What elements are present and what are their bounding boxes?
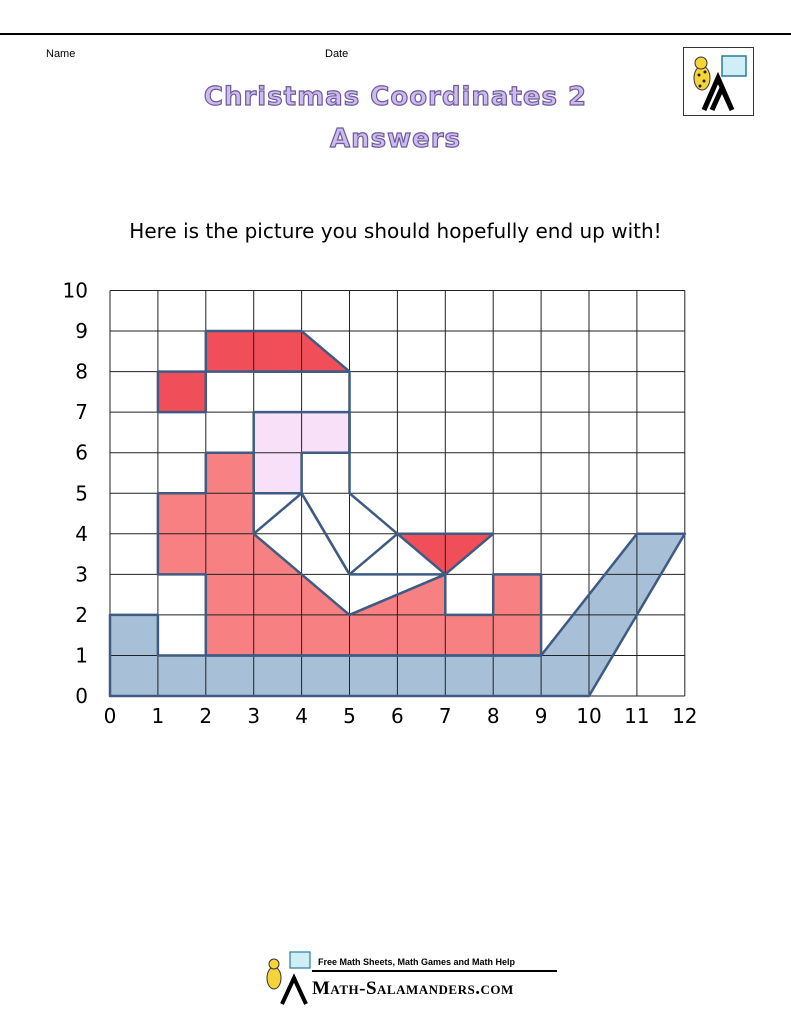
x-tick-label: 3 <box>247 704 260 728</box>
footer-brand: Math-Salamanders.com <box>312 978 514 999</box>
x-tick-label: 7 <box>439 704 452 728</box>
x-tick-label: 4 <box>295 704 308 728</box>
footer-rule <box>312 970 557 972</box>
santa-hat-fill <box>205 331 350 372</box>
date-label: Date <box>325 48 349 60</box>
x-tick-label: 0 <box>104 704 117 728</box>
y-tick-label: 5 <box>75 481 88 505</box>
x-tick-label: 10 <box>576 704 601 728</box>
hat-bobble-fill <box>157 371 206 413</box>
santa-body-outline <box>156 451 543 657</box>
worksheet-title: Christmas Coordinates 2 <box>203 81 588 112</box>
arm-outline-outline <box>252 492 447 617</box>
y-tick-label: 8 <box>75 360 88 384</box>
y-tick-label: 9 <box>75 319 88 343</box>
x-tick-label: 6 <box>391 704 404 728</box>
y-tick-label: 7 <box>75 400 88 424</box>
y-tick-label: 1 <box>75 643 88 667</box>
y-tick-label: 3 <box>75 562 88 586</box>
x-tick-label: 9 <box>535 704 548 728</box>
x-tick-label: 2 <box>199 704 212 728</box>
instruction-text: Here is the picture you should hopefully… <box>129 219 662 243</box>
x-tick-label: 1 <box>152 704 165 728</box>
footer-tagline: Free Math Sheets, Math Games and Math He… <box>318 957 516 967</box>
hat-bobble-outline <box>156 370 208 414</box>
y-tick-label: 2 <box>75 603 88 627</box>
x-tick-label: 8 <box>487 704 500 728</box>
bow-triangle-outline <box>396 532 495 576</box>
salamander-logo <box>683 47 754 116</box>
y-tick-label: 0 <box>75 684 88 708</box>
x-tick-label: 11 <box>624 704 649 728</box>
y-tick-label: 10 <box>63 279 88 303</box>
name-label: Name <box>46 48 76 60</box>
salamander-icon <box>693 55 747 112</box>
header-rule <box>0 33 791 35</box>
footer-salamander-icon <box>266 951 311 1005</box>
x-tick-label: 5 <box>343 704 356 728</box>
y-tick-label: 6 <box>75 441 88 465</box>
x-tick-label: 12 <box>672 704 697 728</box>
worksheet-subtitle: Answers <box>329 123 462 154</box>
y-tick-label: 4 <box>75 522 88 546</box>
